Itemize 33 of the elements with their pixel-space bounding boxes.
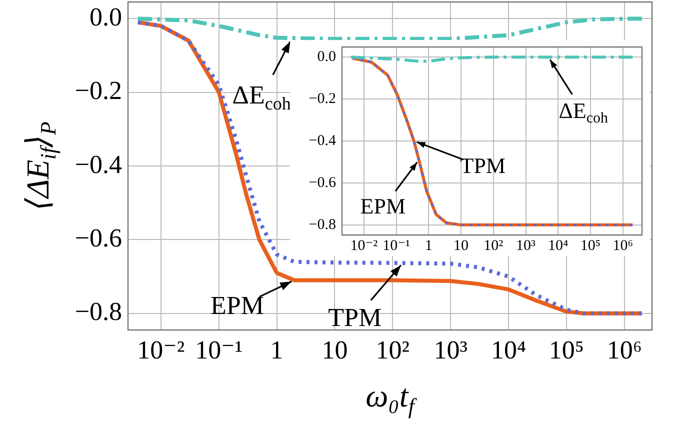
x-tick-label: 10 [322, 335, 348, 364]
y-tick-label: −0.4 [74, 150, 122, 179]
x-tick-label: 1 [424, 238, 432, 254]
y-tick-label: 0.0 [317, 49, 336, 66]
y-tick-label: −0.4 [308, 132, 336, 149]
x-tick-label: 10⁻² [350, 238, 378, 254]
x-tick-label: 10⁶ [606, 335, 642, 364]
x-tick-label: 1 [270, 335, 284, 364]
x-tick-label: 10⁶ [612, 238, 633, 254]
x-tick-label: 10² [376, 335, 410, 364]
x-tick-label: 10⁴ [490, 335, 526, 364]
x-tick-label: 10³ [516, 238, 536, 254]
y-tick-label: −0.6 [308, 174, 336, 191]
x-tick-label: 10⁵ [580, 238, 601, 254]
x-tick-label: 10⁻² [137, 335, 185, 364]
y-tick-label: −0.8 [308, 216, 336, 233]
x-tick-label: 10⁻¹ [382, 238, 410, 254]
annotation: EPM [210, 291, 264, 320]
x-tick-label: 10⁻¹ [195, 335, 243, 364]
x-tick-label: 10⁴ [548, 238, 568, 254]
x-tick-label: 10² [484, 238, 504, 254]
y-tick-label: 0.0 [90, 2, 122, 32]
annotation: TPM [328, 302, 382, 332]
x-tick-label: 10 [454, 238, 469, 254]
y-tick-label: −0.6 [74, 224, 122, 253]
y-tick-label: −0.8 [74, 297, 122, 326]
x-tick-label: 10⁵ [548, 335, 584, 364]
x-tick-label: 10³ [434, 335, 468, 364]
y-axis-title: ⟨ΔEif⟩P [19, 122, 60, 210]
y-tick-label: −0.2 [74, 76, 122, 106]
annotation: TPM [460, 152, 506, 178]
annotation: EPM [360, 194, 406, 219]
y-tick-label: −0.2 [308, 90, 336, 107]
